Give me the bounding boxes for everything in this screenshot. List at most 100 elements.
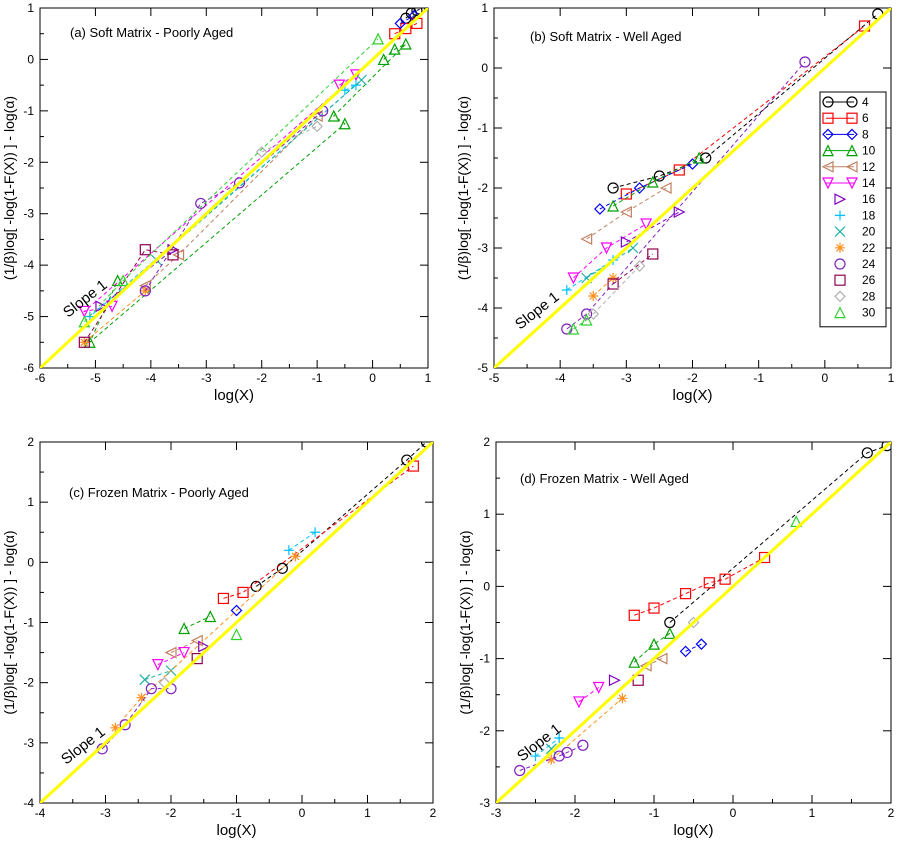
- series-line-28: [261, 125, 318, 153]
- point-series-26: [647, 248, 659, 260]
- legend-marker-20: [834, 226, 846, 238]
- point-series-24: [139, 285, 151, 297]
- point-series-6: [719, 573, 731, 585]
- point-series-28: [311, 120, 323, 133]
- point-series-8: [230, 604, 243, 617]
- legend-marker-16: [834, 193, 847, 206]
- slope-1-line: [40, 8, 428, 368]
- point-series-30: [567, 322, 580, 335]
- series-line-20: [586, 247, 634, 279]
- point-series-10: [628, 655, 641, 668]
- series-line-12: [170, 640, 198, 654]
- legend-label-8: 8: [862, 127, 869, 141]
- point-series-22: [110, 722, 121, 733]
- x-axis-label: log(X): [216, 822, 256, 839]
- point-series-30: [790, 515, 803, 528]
- point-series-20: [139, 674, 151, 686]
- x-tick-label: -6: [35, 371, 46, 385]
- x-tick-label: -1: [753, 371, 764, 385]
- legend-label-30: 30: [862, 306, 876, 320]
- y-tick-label: -2: [477, 181, 488, 195]
- panel-title: (a) Soft Matrix - Poorly Aged: [70, 25, 233, 40]
- slope-1-line: [494, 8, 891, 368]
- legend-box: [819, 91, 887, 328]
- x-tick-label: -3: [491, 806, 502, 820]
- y-tick-label: 1: [481, 1, 488, 15]
- series-line-6: [634, 557, 765, 616]
- x-tick-label: 0: [369, 371, 376, 385]
- point-series-20: [356, 74, 367, 86]
- legend-label-6: 6: [862, 111, 869, 125]
- legend-marker-22: [835, 242, 845, 253]
- y-tick-label: -1: [479, 652, 490, 666]
- legend-label-24: 24: [862, 257, 876, 271]
- point-series-10: [338, 117, 351, 130]
- x-axis-label: log(X): [673, 822, 713, 839]
- point-series-24: [561, 746, 573, 759]
- x-tick-label: -5: [90, 371, 101, 385]
- point-series-12: [190, 634, 203, 647]
- series-line-8: [400, 15, 415, 24]
- point-series-8: [633, 182, 646, 194]
- x-tick-label: -2: [256, 371, 267, 385]
- x-axis-label: log(X): [672, 387, 712, 404]
- point-series-18: [530, 751, 541, 762]
- legend-marker-24: [834, 258, 846, 270]
- y-tick-label: -5: [23, 310, 34, 324]
- legend-marker-26: [834, 274, 846, 286]
- point-series-8: [594, 203, 606, 215]
- legend-marker-10: [846, 144, 858, 157]
- point-series-22: [290, 551, 301, 562]
- legend-label-10: 10: [862, 144, 876, 158]
- point-series-26: [167, 249, 179, 261]
- series-line-26: [612, 253, 654, 285]
- y-tick-label: 0: [483, 579, 490, 593]
- point-series-4: [411, 8, 423, 17]
- panel-title: (d) Frozen Matrix - Well Aged: [520, 471, 689, 486]
- point-series-4: [276, 562, 288, 574]
- point-series-8: [394, 17, 407, 30]
- y-axis-label: (1/β)log[ -log(1-F(X)) ] - log(α): [1, 530, 17, 714]
- y-tick-label: 0: [27, 555, 34, 569]
- legend-label-4: 4: [862, 95, 869, 109]
- point-series-30: [230, 628, 243, 641]
- plot-area: [494, 8, 891, 368]
- x-tick-label: 1: [809, 806, 816, 820]
- panel-b: -5 -4 -3 -2 -1 0 1 -5 -4 -3 -2 -1 0 1 log(X) (1/β)log[ …: [455, 1, 895, 404]
- series-line-8: [685, 643, 702, 652]
- point-series-14: [333, 79, 346, 92]
- x-tick-label: -3: [100, 806, 111, 820]
- point-series-26: [191, 652, 203, 665]
- y-tick-label: -6: [23, 361, 34, 375]
- slope-1-line: [40, 442, 433, 803]
- point-series-6: [628, 609, 640, 621]
- series-line-14: [573, 223, 647, 279]
- slope-1-line: [496, 442, 891, 803]
- point-series-16: [673, 206, 686, 218]
- point-series-22: [608, 273, 619, 283]
- legend-marker-12: [845, 160, 858, 173]
- point-series-6: [673, 164, 685, 176]
- point-series-14: [78, 305, 91, 318]
- point-series-18: [310, 527, 321, 538]
- point-series-10: [178, 622, 191, 635]
- point-series-30: [580, 313, 593, 326]
- y-tick-label: 0: [27, 52, 34, 66]
- point-series-28: [255, 146, 268, 158]
- point-series-14: [592, 681, 605, 694]
- y-tick-label: -3: [479, 796, 490, 810]
- legend-label-22: 22: [862, 241, 876, 255]
- point-series-6: [679, 588, 692, 600]
- point-series-12: [655, 652, 668, 665]
- point-series-6: [620, 188, 632, 200]
- series-line-10: [89, 43, 407, 343]
- series-line-24: [144, 110, 324, 292]
- y-tick-label: 1: [483, 507, 490, 521]
- y-tick-label: -4: [477, 301, 488, 315]
- point-series-4: [881, 442, 891, 452]
- x-tick-label: -2: [166, 806, 177, 820]
- series-line-6: [626, 25, 865, 195]
- point-series-14: [640, 218, 653, 231]
- point-series-10: [663, 626, 676, 639]
- y-tick-label: -2: [479, 724, 490, 738]
